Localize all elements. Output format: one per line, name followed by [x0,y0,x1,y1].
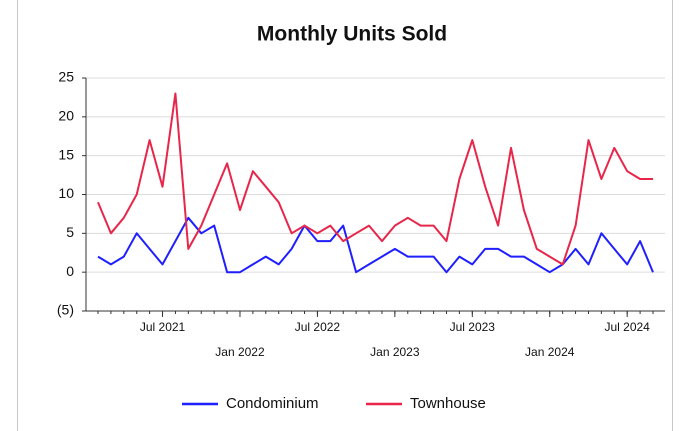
x-tick-label: Jan 2022 [215,345,265,359]
legend-label: Condominium [226,395,319,412]
y-tick-label: 0 [66,263,74,279]
y-tick-label: 25 [58,69,74,85]
legend-label: Townhouse [410,395,486,412]
x-tick-label: Jul 2023 [450,320,496,334]
y-tick-label: 15 [58,146,74,162]
y-tick-label: 5 [66,224,74,240]
x-tick-label: Jul 2024 [604,320,650,334]
line-series [97,92,653,266]
y-tick-label: (5) [57,302,74,318]
x-tick-label: Jan 2024 [525,345,575,359]
line-series [97,216,654,274]
x-tick-label: Jul 2022 [295,320,341,334]
y-tick-label: 10 [58,185,74,201]
x-tick-label: Jan 2023 [370,345,420,359]
x-tick-label: Jul 2021 [140,320,186,334]
y-tick-label: 20 [58,108,74,124]
chart-title: Monthly Units Sold [257,23,447,46]
